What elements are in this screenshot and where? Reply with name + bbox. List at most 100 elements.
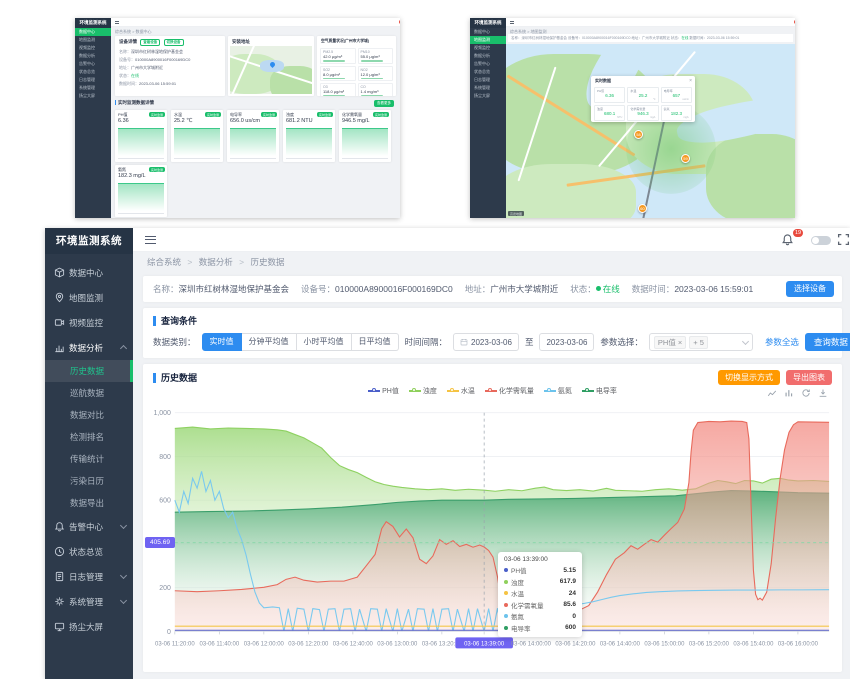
sidebar-item-detect-ranking[interactable]: 检测排名 xyxy=(70,432,105,442)
legend-item[interactable]: 电导率 xyxy=(581,386,617,396)
thumb-sidebar-item[interactable]: 状态总览 xyxy=(79,69,95,74)
thumb-sidebar-item[interactable]: 视频监控 xyxy=(79,45,95,50)
thumb-app-title: 环境监测系统 xyxy=(75,18,111,28)
thumbnail-dashboard[interactable]: 环境监测系统 数据中心 地图监测视频监控数据分析告警中心状态总览日志管理系统管理扬… xyxy=(75,18,400,218)
fullscreen-icon[interactable] xyxy=(837,233,850,246)
sidebar-item-map-monitor[interactable]: 地图监测 xyxy=(45,285,133,310)
map-marker[interactable]: 58 xyxy=(634,130,643,139)
breadcrumb-item[interactable]: 数据分析 xyxy=(198,257,233,267)
popup-param: 化学需氧量 946.3 mg/L xyxy=(627,105,659,121)
param-tag-ph[interactable]: PH值 × xyxy=(653,335,687,349)
thumb-sidebar-item[interactable]: 扬尘大屏 xyxy=(79,93,95,98)
sidebar-item-history-data[interactable]: 历史数据 xyxy=(45,360,133,382)
sidebar-item-alarm-center[interactable]: 告警中心 xyxy=(45,514,133,539)
install-address-card: 安装地址 xyxy=(228,36,314,96)
download-icon[interactable] xyxy=(818,388,828,398)
thumb-sidebar-item[interactable]: 系统管理 xyxy=(474,85,490,90)
mini-area-chart xyxy=(230,128,276,156)
thumb-sidebar-item[interactable]: 地图监测 xyxy=(79,37,95,42)
device-row: 地址：广州市大学城附近 xyxy=(119,65,163,70)
bell-badge-icon[interactable] xyxy=(399,20,400,24)
thumb-sidebar-item[interactable]: 视频监控 xyxy=(474,45,490,50)
date-from-input[interactable]: 2023-03-06 xyxy=(453,333,519,351)
device-row: 名称：深圳市红树林湿地保护基金会 xyxy=(119,49,183,54)
thumb-sidebar-item[interactable]: 数据分析 xyxy=(79,53,95,58)
sidebar-item-log-manage[interactable]: 日志管理 xyxy=(45,564,133,589)
notification-badge: 19 xyxy=(793,229,803,237)
sidebar-item-cruise-data[interactable]: 巡航数据 xyxy=(70,388,105,398)
sidebar-item-status-overview[interactable]: 状态总览 xyxy=(45,539,133,564)
thumb-sidebar-item[interactable]: 地图监测 xyxy=(470,36,506,44)
thumb-sidebar-item[interactable]: 状态总览 xyxy=(474,69,490,74)
refresh-icon[interactable] xyxy=(801,388,811,398)
map-view[interactable]: 58 59 60 实时数据 × PH值 6.36 水温 25.2 ℃ 电导率 657 us/c… xyxy=(506,44,795,218)
view-more-button[interactable]: 查看更多 xyxy=(374,100,394,107)
type-hour-avg-button[interactable]: 小时平均值 xyxy=(296,333,352,351)
mini-area-chart xyxy=(118,183,164,211)
sidebar-item-data-analysis[interactable]: 数据分析 xyxy=(45,335,133,360)
x-tick-label-highlighted[interactable]: 03-06 13:39:00 xyxy=(464,641,505,647)
date-to-input[interactable]: 2023-03-06 xyxy=(539,333,595,351)
legend-item[interactable]: 水温 xyxy=(446,386,475,396)
switch-device-button[interactable]: 切换设备 xyxy=(163,39,184,46)
air-quality-item: SO2 8.0 μg/m³ xyxy=(320,65,356,81)
breadcrumb-item[interactable]: 历史数据 xyxy=(250,257,285,267)
notification-bell-icon[interactable] xyxy=(781,233,794,246)
sidebar-item-pollution-calendar[interactable]: 污染日历 xyxy=(70,476,105,486)
map-marker[interactable]: 60 xyxy=(638,204,647,213)
sidebar-item-system-manage[interactable]: 系统管理 xyxy=(45,589,133,614)
param-tag-more[interactable]: + 5 xyxy=(689,335,708,349)
bar-chart-icon[interactable] xyxy=(784,388,794,398)
legend-item[interactable]: PH值 xyxy=(368,386,399,396)
thumb-sidebar-item[interactable]: 扬尘大屏 xyxy=(474,93,490,98)
thumb-sidebar-item[interactable]: 告警中心 xyxy=(79,61,95,66)
type-day-avg-button[interactable]: 日平均值 xyxy=(351,333,399,351)
sidebar-item-transfer-stats[interactable]: 传输统计 xyxy=(70,454,105,464)
query-data-button[interactable]: 查询数据 xyxy=(804,333,850,351)
select-device-button[interactable]: 选择设备 xyxy=(786,281,834,297)
line-chart-icon[interactable] xyxy=(767,388,777,398)
map-marker[interactable]: 59 xyxy=(681,154,690,163)
history-title: 历史数据 xyxy=(153,371,197,384)
thumb-sidebar-item[interactable]: 数据中心 xyxy=(474,29,490,34)
sidebar-item-video-monitor[interactable]: 视频监控 xyxy=(45,310,133,335)
map-attribution: 高德地图 xyxy=(508,211,525,216)
export-chart-button[interactable]: 导出图表 xyxy=(786,370,832,385)
air-quality-item: PM10 55.0 μg/m³ xyxy=(357,48,393,64)
sidebar-item-dust-screen[interactable]: 扬尘大屏 xyxy=(45,614,133,639)
view-device-button[interactable]: 查看设备 xyxy=(140,39,161,46)
chart-tooltip: 03-06 13:39:00 PH值 5.15 浊度 617.9 水温 24 化学需氧… xyxy=(498,552,582,637)
theme-toggle[interactable] xyxy=(811,236,831,245)
thumb-sidebar-item[interactable]: 日志管理 xyxy=(474,77,490,82)
mini-map[interactable] xyxy=(230,46,312,94)
sidebar-item-data-center[interactable]: 数据中心 xyxy=(45,260,133,285)
legend-item[interactable]: 浊度 xyxy=(408,386,437,396)
thumb-sidebar-item[interactable]: 数据中心 xyxy=(75,28,111,36)
menu-icon[interactable] xyxy=(510,21,514,24)
thumb-sidebar-item[interactable]: 日志管理 xyxy=(79,77,95,82)
thumbnail-map[interactable]: 环境监测系统 数据中心 地图监测 视频监控 数据分析 告警中心 状态总览 日志管理 系统管理扬… xyxy=(470,18,795,218)
query-title: 查询条件 xyxy=(143,308,842,327)
sidebar-item-data-compare[interactable]: 数据对比 xyxy=(70,410,105,420)
legend-item[interactable]: 化学需氧量 xyxy=(484,386,534,396)
type-realtime-button[interactable]: 实时值 xyxy=(201,333,242,351)
series-dot-icon xyxy=(504,602,508,607)
thumb-sidebar-item[interactable]: 数据分析 xyxy=(474,53,490,58)
bell-badge-icon[interactable] xyxy=(794,20,795,24)
legend-item[interactable]: 氨氮 xyxy=(543,386,572,396)
time-range-label: 时间间隔： xyxy=(404,337,448,347)
thumb-sidebar-item[interactable]: 告警中心 xyxy=(474,61,490,66)
switch-display-button[interactable]: 切换显示方式 xyxy=(718,370,780,385)
thumb-sidebar-item[interactable]: 系统管理 xyxy=(79,85,95,90)
breadcrumb-item[interactable]: 综合系统 xyxy=(147,257,182,267)
menu-icon[interactable] xyxy=(115,21,119,24)
data-time: 2023-03-06 15:59:01 xyxy=(674,284,754,294)
close-icon[interactable]: × xyxy=(689,78,692,84)
series-dot-icon xyxy=(504,625,508,630)
param-select-label: 参数选择： xyxy=(600,337,643,347)
sidebar-item-data-export[interactable]: 数据导出 xyxy=(70,498,105,508)
param-multiselect[interactable]: PH值 × + 5 xyxy=(648,333,753,351)
type-minute-avg-button[interactable]: 分钟平均值 xyxy=(241,333,297,351)
menu-toggle-icon[interactable] xyxy=(145,236,156,244)
